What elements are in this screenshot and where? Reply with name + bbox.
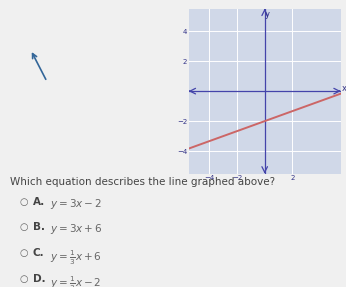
Text: A.: A. — [33, 197, 45, 207]
Text: B.: B. — [33, 222, 45, 232]
Text: x: x — [342, 84, 346, 93]
Text: C.: C. — [33, 248, 45, 258]
Text: $y = \frac{1}{3}x + 6$: $y = \frac{1}{3}x + 6$ — [50, 248, 102, 267]
Text: Which equation describes the line graphed above?: Which equation describes the line graphe… — [10, 177, 275, 187]
Text: $y = 3x + 6$: $y = 3x + 6$ — [50, 222, 103, 236]
Text: $y = \frac{1}{3}x - 2$: $y = \frac{1}{3}x - 2$ — [50, 274, 102, 287]
Text: ○: ○ — [19, 248, 28, 258]
Text: ○: ○ — [19, 274, 28, 284]
Text: y: y — [264, 10, 269, 19]
Text: ○: ○ — [19, 197, 28, 207]
Text: $y = 3x - 2$: $y = 3x - 2$ — [50, 197, 102, 211]
Text: ○: ○ — [19, 222, 28, 232]
Text: D.: D. — [33, 274, 45, 284]
